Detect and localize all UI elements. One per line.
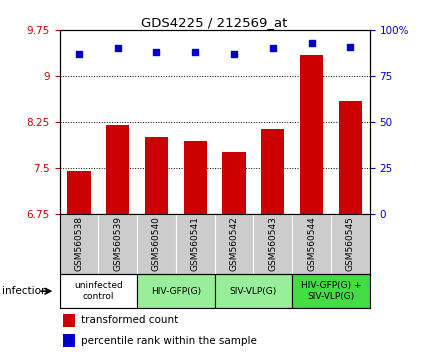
Bar [339,101,362,214]
Text: GSM560543: GSM560543 [268,216,277,271]
Text: GSM560541: GSM560541 [191,216,200,271]
Point [308,40,315,46]
Bar [62,334,75,347]
Point [269,46,276,51]
Point [231,51,238,57]
Text: GSM560539: GSM560539 [113,216,122,271]
Text: GSM560545: GSM560545 [346,216,355,271]
Text: GSM560538: GSM560538 [74,216,83,271]
Point [76,51,82,57]
Text: GSM560542: GSM560542 [230,216,238,271]
Bar [292,274,370,308]
Text: infection: infection [2,286,48,296]
Point [192,49,198,55]
Text: transformed count: transformed count [81,315,178,325]
Text: HIV-GFP(G) +
SIV-VLP(G): HIV-GFP(G) + SIV-VLP(G) [301,281,361,301]
Bar [300,55,323,214]
Bar [62,314,75,327]
Bar [106,125,129,214]
Bar [261,130,284,214]
Bar [67,171,91,214]
Bar [145,137,168,214]
Text: percentile rank within the sample: percentile rank within the sample [81,336,257,346]
Title: GDS4225 / 212569_at: GDS4225 / 212569_at [142,16,288,29]
Point [114,46,121,51]
Bar [215,274,292,308]
Text: uninfected
control: uninfected control [74,281,123,301]
Bar [60,274,137,308]
Point [153,49,160,55]
Text: GSM560544: GSM560544 [307,216,316,271]
Bar [137,274,215,308]
Point [347,44,354,50]
Bar [184,141,207,214]
Text: GSM560540: GSM560540 [152,216,161,271]
Bar [222,152,246,214]
Text: SIV-VLP(G): SIV-VLP(G) [230,287,277,296]
Text: HIV-GFP(G): HIV-GFP(G) [151,287,201,296]
